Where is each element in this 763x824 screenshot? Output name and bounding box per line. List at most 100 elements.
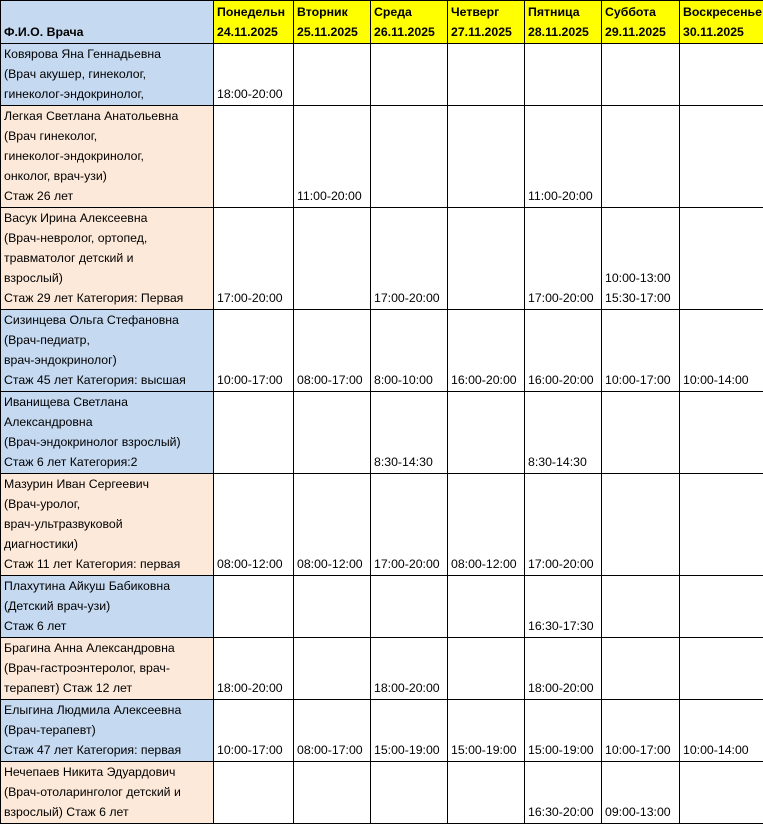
schedule-cell[interactable]: 17:00-20:00 — [371, 474, 448, 576]
schedule-cell[interactable]: 17:00-20:00 — [214, 208, 294, 310]
schedule-cell[interactable] — [214, 106, 294, 208]
doctor-info-cell[interactable]: Васук Ирина Алексеевна(Врач-невролог, ор… — [1, 208, 214, 310]
doctor-info-cell[interactable]: Легкая Светлана Анатольевна(Врач гинекол… — [1, 106, 214, 208]
time-slot: 17:00-20:00 — [374, 554, 445, 574]
time-slot: 17:00-20:00 — [528, 288, 599, 308]
schedule-cell[interactable]: 17:00-20:00 — [371, 208, 448, 310]
schedule-cell[interactable] — [448, 762, 525, 824]
schedule-cell[interactable] — [680, 392, 763, 474]
schedule-cell[interactable] — [680, 638, 763, 700]
schedule-cell[interactable] — [448, 44, 525, 106]
schedule-cell[interactable] — [371, 44, 448, 106]
time-slot: 16:00-20:00 — [451, 370, 522, 390]
schedule-cell[interactable] — [602, 638, 680, 700]
schedule-cell[interactable] — [294, 576, 371, 638]
schedule-cell[interactable] — [448, 208, 525, 310]
schedule-cell[interactable] — [680, 44, 763, 106]
doctor-info-line: Александровна — [4, 412, 211, 432]
schedule-cell[interactable] — [602, 392, 680, 474]
schedule-cell[interactable] — [448, 392, 525, 474]
schedule-cell[interactable]: 17:00-20:00 — [525, 474, 602, 576]
schedule-cell[interactable] — [214, 576, 294, 638]
schedule-cell[interactable] — [294, 44, 371, 106]
schedule-cell[interactable] — [294, 392, 371, 474]
doctor-info-cell[interactable]: Нечепаев Никита Эдуардович(Врач-отоларин… — [1, 762, 214, 824]
schedule-cell[interactable] — [214, 762, 294, 824]
schedule-cell[interactable]: 10:00-14:00 — [680, 310, 763, 392]
header-fio[interactable]: Ф.И.О. Врача — [1, 1, 214, 44]
schedule-cell[interactable]: 18:00-20:00 — [214, 44, 294, 106]
doctor-info-line: Васук Ирина Алексеевна — [4, 208, 211, 228]
schedule-cell[interactable]: 8:30-14:30 — [371, 392, 448, 474]
schedule-cell[interactable]: 08:00-12:00 — [448, 474, 525, 576]
schedule-cell[interactable]: 16:30-17:30 — [525, 576, 602, 638]
schedule-cell[interactable] — [371, 576, 448, 638]
schedule-cell[interactable]: 09:00-13:00 — [602, 762, 680, 824]
schedule-cell[interactable] — [525, 44, 602, 106]
schedule-cell[interactable]: 16:00-20:00 — [525, 310, 602, 392]
doctor-info-line: (Врач-эндокринолог взрослый) — [4, 432, 211, 452]
schedule-cell[interactable] — [294, 208, 371, 310]
schedule-cell[interactable] — [602, 106, 680, 208]
schedule-cell[interactable]: 08:00-12:00 — [294, 474, 371, 576]
schedule-cell[interactable] — [602, 474, 680, 576]
doctor-info-line: (Врач-невролог, ортопед, — [4, 228, 211, 248]
schedule-cell[interactable]: 16:00-20:00 — [448, 310, 525, 392]
doctor-info-cell[interactable]: Брагина Анна Александровна(Врач-гастроэн… — [1, 638, 214, 700]
schedule-cell[interactable] — [680, 762, 763, 824]
schedule-cell[interactable]: 18:00-20:00 — [214, 638, 294, 700]
schedule-cell[interactable] — [680, 106, 763, 208]
schedule-cell[interactable]: 08:00-17:00 — [294, 700, 371, 762]
schedule-cell[interactable] — [680, 576, 763, 638]
schedule-cell[interactable]: 15:00-19:00 — [371, 700, 448, 762]
schedule-cell[interactable]: 15:00-19:00 — [448, 700, 525, 762]
time-slot: 10:00-17:00 — [605, 370, 677, 390]
doctor-info-cell[interactable]: Мазурин Иван Сергеевич(Врач-уролог,врач-… — [1, 474, 214, 576]
schedule-cell[interactable]: 15:00-19:00 — [525, 700, 602, 762]
day-date: 27.11.2025 — [451, 22, 522, 42]
schedule-cell[interactable]: 8:00-10:00 — [371, 310, 448, 392]
schedule-cell[interactable] — [294, 762, 371, 824]
schedule-cell[interactable] — [448, 576, 525, 638]
schedule-cell[interactable]: 11:00-20:00 — [525, 106, 602, 208]
schedule-cell[interactable]: 10:00-17:00 — [214, 310, 294, 392]
schedule-cell[interactable]: 18:00-20:00 — [371, 638, 448, 700]
doctor-info-cell[interactable]: Сизинцева Ольга Стефановна(Врач-педиатр,… — [1, 310, 214, 392]
doctor-info-cell[interactable]: Елыгина Людмила Алексеевна(Врач-терапевт… — [1, 700, 214, 762]
schedule-cell[interactable]: 17:00-20:00 — [525, 208, 602, 310]
schedule-cell[interactable]: 8:30-14:30 — [525, 392, 602, 474]
schedule-cell[interactable]: 18:00-20:00 — [525, 638, 602, 700]
schedule-cell[interactable]: 08:00-12:00 — [214, 474, 294, 576]
schedule-cell[interactable] — [680, 474, 763, 576]
schedule-cell[interactable] — [214, 392, 294, 474]
schedule-cell[interactable] — [680, 208, 763, 310]
schedule-cell[interactable]: 10:00-17:00 — [602, 310, 680, 392]
doctor-info-cell[interactable]: Плахутина Айкуш Бабиковна(Детский врач-у… — [1, 576, 214, 638]
schedule-cell[interactable] — [602, 576, 680, 638]
schedule-cell[interactable]: 11:00-20:00 — [294, 106, 371, 208]
schedule-cell[interactable] — [602, 44, 680, 106]
schedule-cell[interactable]: 10:00-17:00 — [602, 700, 680, 762]
schedule-cell[interactable]: 16:30-20:00 — [525, 762, 602, 824]
schedule-cell[interactable]: 08:00-17:00 — [294, 310, 371, 392]
time-slot: 10:00-13:00 — [605, 268, 677, 288]
schedule-cell[interactable] — [448, 106, 525, 208]
doctor-row: Легкая Светлана Анатольевна(Врач гинекол… — [1, 106, 763, 208]
time-slot: 17:00-20:00 — [528, 554, 599, 574]
doctor-info-cell[interactable]: Ковярова Яна Геннадьевна(Врач акушер, ги… — [1, 44, 214, 106]
schedule-cell[interactable] — [371, 762, 448, 824]
schedule-cell[interactable] — [294, 638, 371, 700]
schedule-cell[interactable] — [371, 106, 448, 208]
schedule-cell[interactable]: 10:00-17:00 — [214, 700, 294, 762]
schedule-cell[interactable] — [448, 638, 525, 700]
schedule-cell[interactable]: 10:00-14:00 — [680, 700, 763, 762]
